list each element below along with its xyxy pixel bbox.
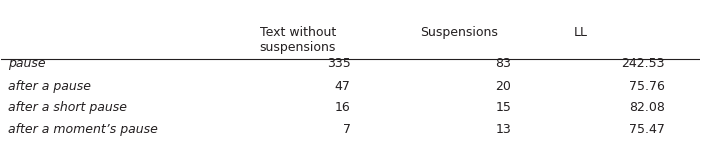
Text: LL: LL	[574, 26, 588, 39]
Text: 47: 47	[334, 80, 350, 93]
Text: 83: 83	[495, 57, 511, 70]
Text: 82.08: 82.08	[629, 101, 665, 114]
Text: 15: 15	[495, 101, 511, 114]
Text: after a short pause: after a short pause	[8, 101, 128, 114]
Text: pause: pause	[8, 57, 46, 70]
Text: 75.47: 75.47	[629, 123, 665, 136]
Text: Text without
suspensions: Text without suspensions	[260, 26, 336, 54]
Text: 335: 335	[327, 57, 350, 70]
Text: Suspensions: Suspensions	[421, 26, 498, 39]
Text: 7: 7	[343, 123, 350, 136]
Text: after a pause: after a pause	[8, 80, 91, 93]
Text: after a moment’s pause: after a moment’s pause	[8, 123, 158, 136]
Text: 16: 16	[335, 101, 350, 114]
Text: 20: 20	[495, 80, 511, 93]
Text: 13: 13	[496, 123, 511, 136]
Text: 242.53: 242.53	[621, 57, 665, 70]
Text: 75.76: 75.76	[629, 80, 665, 93]
